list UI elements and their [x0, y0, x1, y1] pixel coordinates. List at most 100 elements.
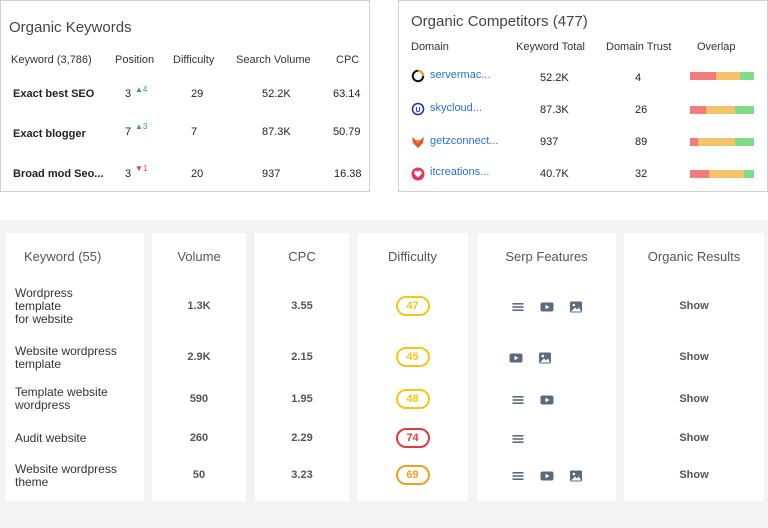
cpc-cell: 2.29 — [291, 432, 313, 444]
svg-text:U: U — [415, 107, 420, 114]
cpc-cell: 3.55 — [291, 300, 313, 312]
list-icon — [511, 300, 525, 314]
position-cell: 3 — [125, 88, 132, 100]
domain-link[interactable]: getzconnect... — [430, 135, 499, 147]
cpc-cell: 3.23 — [291, 469, 313, 481]
volume-cell: 937 — [262, 168, 281, 180]
heart-logo-icon — [411, 167, 425, 181]
keyword-cell[interactable]: Template website wordpress — [15, 385, 108, 412]
overlap-segment — [744, 170, 754, 178]
overlap-segment — [690, 106, 706, 114]
overlap-segment — [734, 106, 754, 114]
position-change-up: ▲4 — [135, 85, 148, 94]
show-link[interactable]: Show — [679, 432, 709, 444]
keyword-cell[interactable]: Website wordpress template — [15, 344, 117, 371]
position-change-down: ▼1 — [135, 164, 148, 173]
cpc-cell: 1.95 — [291, 393, 313, 405]
volume-cell: 52.2K — [262, 88, 291, 100]
show-link[interactable]: Show — [679, 393, 709, 405]
difficulty-column: Difficulty 47 45 48 74 69 — [357, 233, 468, 501]
trust-cell: 89 — [635, 136, 648, 148]
domain-link[interactable]: servermac... — [430, 69, 491, 81]
serp-feature-row — [477, 300, 616, 314]
organic-keywords-card: Organic Keywords Keyword (3,786) Positio… — [0, 0, 370, 192]
keyword-cell[interactable]: Broad mod Seo... — [13, 168, 104, 180]
trust-cell: 32 — [635, 168, 648, 180]
volume-cell: 2.9K — [187, 351, 211, 363]
keyword-cell[interactable]: Audit website — [15, 431, 87, 445]
trust-cell: 26 — [635, 104, 648, 116]
keyword-cell[interactable]: Exact best SEO — [13, 88, 95, 100]
header-position: Position — [115, 54, 155, 66]
image-icon — [538, 351, 552, 365]
overlap-segment — [690, 72, 716, 80]
organic-competitors-title: Organic Competitors (477) — [411, 13, 588, 30]
difficulty-cell: 7 — [191, 126, 198, 138]
volume-column-header[interactable]: Volume — [177, 249, 221, 264]
show-link[interactable]: Show — [679, 469, 709, 481]
volume-cell: 260 — [189, 432, 209, 444]
video-icon — [540, 300, 554, 314]
organic-results-column: Organic Results Show Show Show Show Show — [624, 233, 764, 501]
keyword-total-cell: 87.3K — [540, 104, 569, 116]
video-icon — [509, 351, 523, 365]
keyword-cell[interactable]: Exact blogger — [13, 128, 86, 140]
header-search-volume: Search Volume — [236, 54, 311, 66]
overlap-bar — [690, 170, 754, 178]
u-logo-icon: U — [411, 102, 425, 116]
overlap-bar — [690, 72, 754, 80]
video-icon — [540, 469, 554, 483]
difficulty-cell: 29 — [191, 88, 204, 100]
difficulty-badge: 47 — [395, 296, 430, 316]
volume-column: Volume 1.3K 2.9K 590 260 50 — [152, 233, 246, 501]
serp-features-column: Serp Features — [477, 233, 616, 501]
position-cell: 7 — [125, 126, 132, 138]
keyword-total-cell: 40.7K — [540, 168, 569, 180]
volume-cell: 87.3K — [262, 126, 291, 138]
position-cell: 3 — [125, 168, 132, 180]
video-icon — [540, 393, 554, 407]
fox-logo-icon — [412, 137, 424, 148]
cpc-cell: 16.38 — [334, 168, 362, 180]
overlap-segment — [706, 106, 735, 114]
overlap-segment — [734, 138, 754, 146]
list-icon — [511, 469, 525, 483]
image-icon — [569, 469, 583, 483]
header-keyword: Keyword (3,786) — [11, 54, 92, 66]
organic-results-column-header[interactable]: Organic Results — [647, 249, 741, 264]
overlap-bar — [690, 106, 754, 114]
header-keyword-total: Keyword Total — [516, 41, 585, 53]
header-overlap: Overlap — [697, 41, 736, 53]
header-cpc: CPC — [336, 54, 360, 66]
domain-link[interactable]: itcreations... — [430, 166, 490, 178]
header-domain-trust: Domain Trust — [606, 41, 672, 53]
show-link[interactable]: Show — [679, 300, 709, 312]
overlap-segment — [739, 72, 754, 80]
volume-cell: 50 — [192, 469, 206, 481]
volume-cell: 590 — [189, 393, 209, 405]
overlap-segment — [715, 72, 740, 80]
keyword-column-header[interactable]: Keyword (55) — [24, 249, 102, 264]
organic-keywords-title: Organic Keywords — [9, 19, 132, 36]
difficulty-badge: 45 — [395, 347, 430, 367]
show-link[interactable]: Show — [679, 351, 709, 363]
cpc-column-header[interactable]: CPC — [288, 249, 316, 264]
keyword-cell[interactable]: Website wordpress theme — [15, 462, 117, 489]
keyword-column: Keyword (55) Wordpress template for webs… — [6, 233, 144, 501]
serp-feature-row — [477, 351, 616, 365]
volume-cell: 1.3K — [187, 300, 211, 312]
list-icon — [511, 432, 525, 446]
difficulty-badge: 74 — [395, 428, 430, 448]
domain-link[interactable]: skycloud... — [430, 102, 482, 114]
difficulty-badge: 69 — [395, 465, 430, 485]
difficulty-column-header[interactable]: Difficulty — [388, 249, 437, 264]
organic-competitors-card: Organic Competitors (477) Domain Keyword… — [398, 0, 768, 192]
serp-features-column-header[interactable]: Serp Features — [505, 249, 588, 264]
header-difficulty: Difficulty — [173, 54, 215, 66]
position-change-up: ▲3 — [135, 122, 148, 131]
cpc-cell: 50.79 — [333, 126, 361, 138]
keyword-cell[interactable]: Wordpress template for website — [15, 286, 74, 326]
serp-feature-row — [477, 432, 616, 446]
image-icon — [569, 300, 583, 314]
list-icon — [511, 393, 525, 407]
